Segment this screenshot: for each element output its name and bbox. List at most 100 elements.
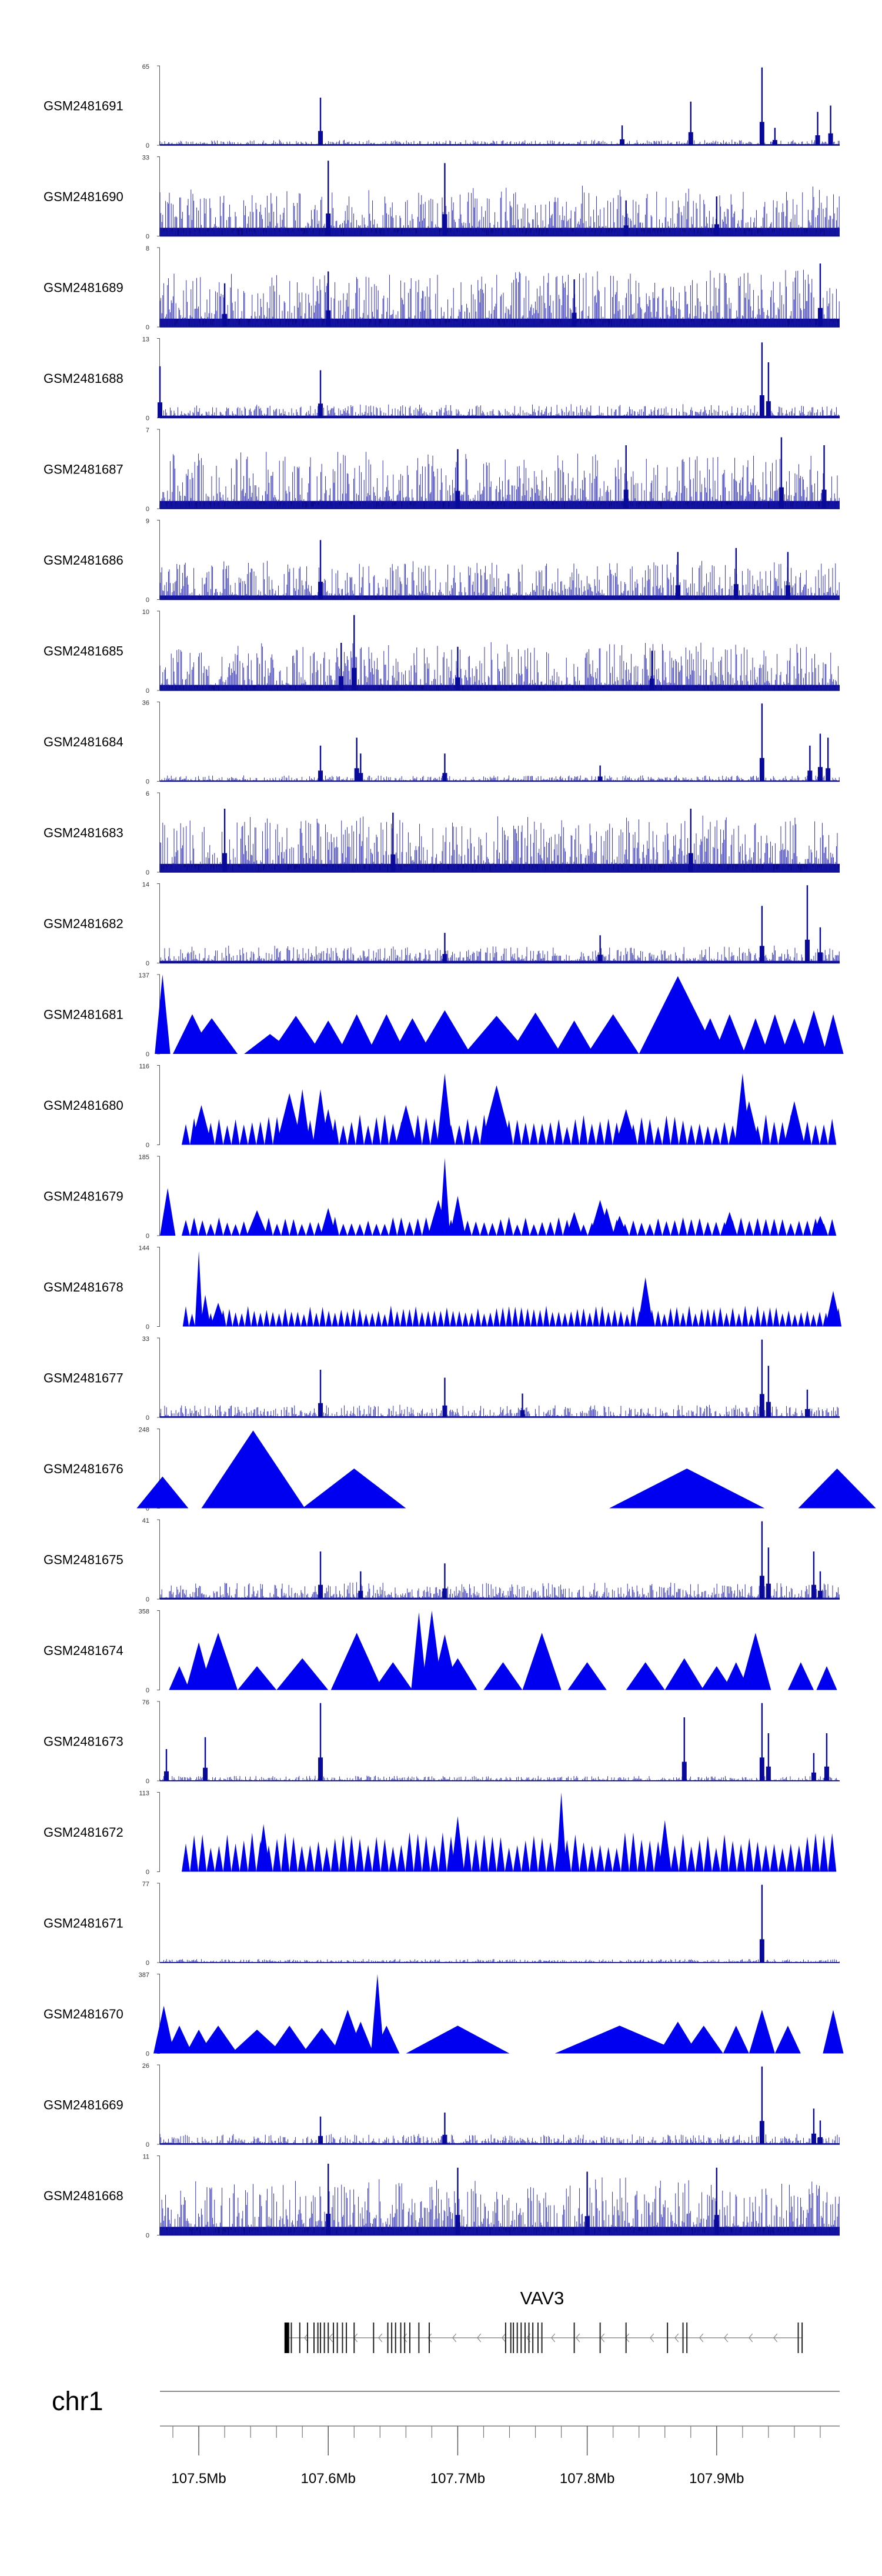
- y-axis-max-label: 13: [142, 336, 149, 343]
- coverage-peak-base: [326, 310, 331, 327]
- coverage-spike: [190, 1835, 199, 1872]
- coverage-peak: [319, 98, 322, 145]
- coverage-peak: [457, 646, 459, 690]
- coverage-spike: [596, 1121, 604, 1145]
- track-label: GSM2481669: [44, 2098, 123, 2113]
- coverage-peak: [761, 342, 763, 418]
- coverage-spike: [309, 1020, 348, 1054]
- gene-exon: [317, 2323, 319, 2353]
- coverage-spike: [367, 1014, 406, 1054]
- coverage-peak: [767, 362, 770, 418]
- coverage-spike: [300, 1314, 308, 1327]
- coverage-spike: [811, 1125, 820, 1145]
- coverage-peak-base: [714, 224, 719, 236]
- coverage-spike: [803, 1121, 811, 1145]
- gene-exon: [625, 2323, 627, 2353]
- coverage-spike: [774, 2026, 801, 2054]
- coverage-peak-base: [318, 403, 323, 418]
- y-axis-max-label: 144: [139, 1245, 149, 1252]
- coverage-spike: [339, 1223, 348, 1236]
- coverage-signal: [159, 815, 840, 872]
- coverage-peak-base: [597, 776, 603, 782]
- coverage-spike: [711, 1127, 720, 1145]
- coverage-spike: [337, 1014, 376, 1054]
- coverage-peak-base: [804, 939, 810, 963]
- coverage-spike: [587, 1014, 639, 1054]
- coverage-peak: [356, 738, 358, 782]
- gene-exon: [797, 2323, 799, 2353]
- coverage-spike: [670, 1845, 679, 1872]
- coverage-spike: [680, 1312, 686, 1327]
- coverage-spike: [580, 1308, 587, 1327]
- coverage-spike: [238, 1313, 245, 1327]
- coverage-spike: [369, 1313, 376, 1327]
- coverage-spike: [289, 1837, 298, 1872]
- coverage-spike: [820, 1835, 828, 1872]
- gene-exon: [599, 2323, 601, 2353]
- coverage-spike: [612, 1309, 618, 1327]
- coverage-peak: [761, 67, 763, 145]
- coverage-spike: [430, 1119, 439, 1145]
- coverage-peak-base: [572, 312, 577, 327]
- gene-exon: [320, 2323, 322, 2353]
- coverage-spike: [338, 1309, 345, 1327]
- coverage-peak-base: [807, 770, 813, 782]
- coverage-spike: [798, 1312, 804, 1327]
- track-label: GSM2481671: [44, 1916, 123, 1931]
- coverage-spike: [798, 1469, 876, 1509]
- coverage-spike: [282, 1308, 289, 1327]
- coverage-spike: [587, 1123, 596, 1145]
- coverage-spike: [711, 1847, 720, 1872]
- coverage-spike: [566, 1212, 582, 1236]
- coverage-peak-base: [766, 1402, 771, 1417]
- coverage-spike: [554, 1119, 563, 1145]
- coverage-spike: [182, 1306, 189, 1327]
- gene-exon: [404, 2323, 406, 2353]
- coverage-peak: [319, 370, 322, 418]
- coverage-signal: [159, 2134, 840, 2144]
- coverage-spike: [276, 1658, 329, 1690]
- y-axis-max-label: 41: [142, 1517, 149, 1524]
- coverage-spike: [330, 1838, 339, 1872]
- gene-exon: [353, 2323, 355, 2353]
- coverage-peak-base: [318, 1757, 323, 1781]
- coverage-spike: [372, 1117, 381, 1145]
- coverage-spike: [314, 1841, 323, 1872]
- coverage-spike: [370, 1974, 384, 2054]
- coverage-spike: [529, 1123, 538, 1145]
- coverage-spike: [686, 1306, 693, 1327]
- coverage-peak-base: [222, 313, 228, 327]
- coverage-peak-base: [759, 1939, 764, 1963]
- y-axis-zero-label: 0: [146, 142, 149, 149]
- coverage-spike: [387, 1305, 395, 1327]
- coverage-spike: [823, 2010, 844, 2054]
- coverage-peak: [651, 650, 653, 690]
- track-GSM2481675: GSM2481675 41 0: [44, 1517, 840, 1603]
- coverage-peak: [761, 703, 763, 782]
- coverage-spike: [739, 1101, 760, 1145]
- coverage-spike: [803, 1836, 811, 1872]
- coverage-spike: [820, 1124, 828, 1145]
- coverage-peak: [457, 2167, 459, 2235]
- coverage-spike: [505, 1217, 513, 1236]
- track-label: GSM2481676: [44, 1461, 123, 1476]
- strand-arrow: [452, 2333, 457, 2343]
- coverage-spike: [593, 1306, 599, 1327]
- coverage-spike: [239, 1221, 248, 1236]
- coverage-spike: [554, 2026, 684, 2054]
- coverage-spike: [537, 1310, 543, 1327]
- coverage-spike: [411, 1612, 427, 1690]
- coverage-spike: [382, 1314, 388, 1327]
- gene-exon: [513, 2323, 514, 2353]
- coverage-peak-base: [759, 946, 764, 963]
- coverage-spike: [198, 1220, 207, 1236]
- coverage-spike: [463, 1836, 472, 1872]
- coverage-peak-base: [318, 582, 323, 600]
- coverage-spike: [319, 1307, 326, 1327]
- coverage-spike: [481, 1313, 487, 1327]
- coverage-spike: [767, 1307, 773, 1327]
- coverage-spike: [703, 1126, 712, 1145]
- coverage-spike: [298, 1846, 306, 1872]
- coverage-spike: [313, 1312, 320, 1327]
- coverage-spike: [480, 1222, 489, 1236]
